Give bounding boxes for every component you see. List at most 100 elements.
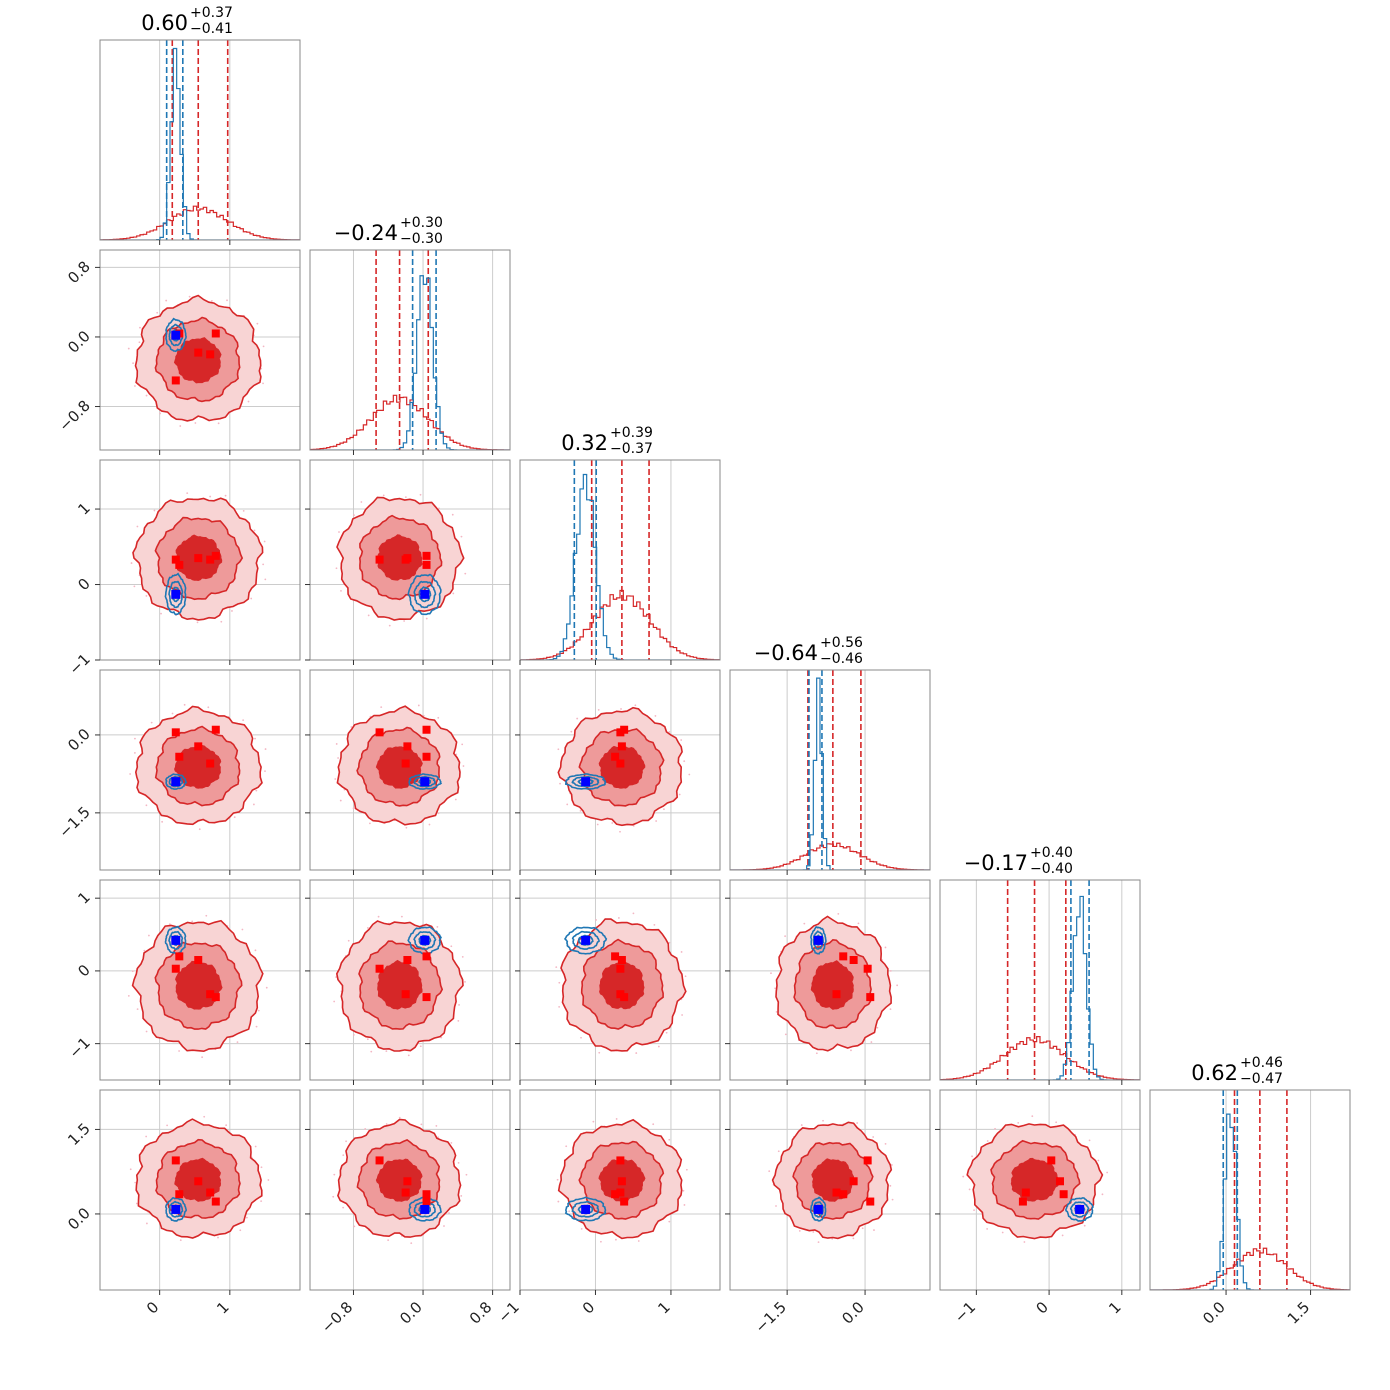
- sample-point: [345, 1140, 347, 1143]
- sample-point: [665, 1031, 668, 1034]
- red-marker: [206, 759, 215, 768]
- blue-contour: [165, 317, 187, 353]
- sample-point: [774, 987, 777, 990]
- red-marker: [401, 555, 410, 564]
- sample-point: [209, 495, 212, 498]
- sample-point: [417, 704, 420, 707]
- sample-point: [205, 914, 208, 917]
- sample-point: [220, 620, 223, 623]
- red-marker: [194, 554, 203, 563]
- y-tick-label: 1.5: [64, 1120, 94, 1150]
- sample-point: [655, 820, 658, 822]
- x-tick-label: −1.5: [751, 1298, 789, 1336]
- panel-frame: [309, 459, 511, 661]
- blue-marker: [813, 935, 823, 945]
- sample-point: [889, 1184, 892, 1187]
- sample-point: [239, 1229, 242, 1232]
- sample-point: [194, 422, 197, 424]
- sample-point: [255, 1025, 258, 1028]
- sample-point: [461, 955, 464, 958]
- blue-contour: [408, 1196, 443, 1222]
- red-marker: [175, 1190, 184, 1199]
- sample-point: [340, 589, 342, 592]
- sample-point: [145, 394, 148, 397]
- red-contour: [375, 1158, 423, 1202]
- sample-point: [615, 1238, 617, 1241]
- x-tick-label: 0.0: [396, 1298, 426, 1328]
- sample-point: [337, 757, 339, 759]
- parameter-title: −0.64 +0.56−0.46: [754, 635, 863, 667]
- blue-marker: [420, 589, 430, 599]
- title-plus: +0.40: [1030, 845, 1073, 861]
- red-marker: [616, 964, 625, 973]
- sample-point: [145, 1030, 148, 1033]
- red-marker: [617, 1177, 626, 1186]
- contour-panel: −1 0 1: [65, 459, 301, 678]
- sample-point: [870, 1041, 873, 1043]
- red-marker: [211, 329, 220, 338]
- blue-histogram: [100, 47, 300, 240]
- sample-point: [263, 540, 266, 543]
- sample-point: [150, 721, 153, 724]
- panel-frame: [939, 879, 1141, 1081]
- sample-point: [196, 621, 199, 624]
- sample-point: [366, 927, 369, 929]
- sample-point: [634, 704, 637, 707]
- sample-point: [419, 1045, 422, 1048]
- red-contour: [174, 745, 222, 789]
- sample-point: [352, 1033, 355, 1036]
- sample-point: [579, 809, 582, 812]
- sample-point: [873, 1229, 875, 1231]
- red-marker: [194, 1177, 203, 1186]
- blue-contour: [413, 775, 437, 788]
- sample-point: [407, 1054, 410, 1057]
- sample-point: [342, 1154, 345, 1157]
- sample-point: [333, 1173, 336, 1176]
- blue-marker: [171, 777, 181, 787]
- panel-frame: [519, 459, 721, 661]
- sample-point: [256, 322, 259, 325]
- red-marker: [863, 1156, 872, 1165]
- red-marker: [171, 728, 180, 737]
- red-marker: [401, 1188, 410, 1197]
- red-marker: [211, 551, 220, 560]
- sample-point: [884, 1143, 887, 1145]
- red-marker: [616, 759, 625, 768]
- sample-point: [388, 624, 391, 627]
- blue-contour: [563, 926, 608, 955]
- panel-frame: [99, 249, 301, 451]
- sample-point: [260, 1166, 263, 1169]
- sample-point: [460, 535, 463, 538]
- y-tick-label: 0.0: [64, 327, 94, 357]
- sample-point: [159, 412, 161, 415]
- red-marker: [194, 348, 203, 357]
- sample-point: [171, 712, 174, 715]
- sample-point: [654, 715, 657, 717]
- sample-point: [962, 1175, 965, 1178]
- sample-point: [264, 770, 266, 773]
- sample-point: [597, 708, 600, 711]
- sample-point: [133, 585, 136, 588]
- blue-marker: [813, 1204, 823, 1214]
- sample-point: [437, 716, 440, 719]
- sample-point: [203, 1115, 206, 1118]
- sample-point: [681, 1014, 684, 1016]
- y-tick-label: −0.8: [55, 397, 93, 435]
- red-marker: [422, 993, 431, 1002]
- sample-point: [798, 1230, 801, 1232]
- sample-point: [188, 295, 191, 298]
- sample-point: [134, 385, 136, 387]
- sample-point: [682, 1189, 685, 1192]
- red-marker: [206, 350, 215, 359]
- x-tick-label: −0.8: [318, 1298, 356, 1336]
- sample-point: [160, 612, 162, 615]
- sample-point: [451, 513, 454, 516]
- sample-point: [889, 970, 892, 972]
- sample-point: [436, 926, 439, 928]
- panel-frame: [99, 669, 301, 871]
- red-marker: [422, 1190, 431, 1199]
- title-plus: +0.39: [610, 425, 653, 441]
- contour-panel: [305, 879, 511, 1085]
- sample-point: [353, 1225, 356, 1228]
